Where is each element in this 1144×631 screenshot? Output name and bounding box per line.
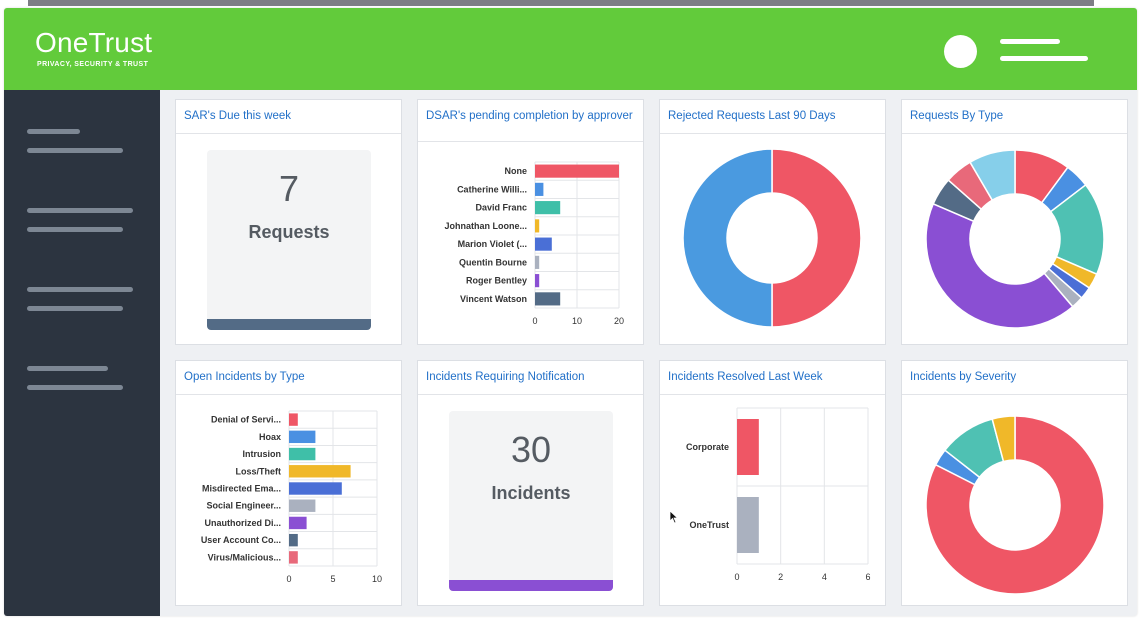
logo[interactable]: OneTrust [35, 27, 153, 58]
slice-6 [925, 202, 1074, 329]
category-label: Hoax [259, 432, 281, 442]
card-incidents-notification[interactable]: Incidents Requiring Notification 30 Inci… [417, 360, 644, 606]
card-title: Incidents Requiring Notification [426, 371, 585, 383]
bar-5 [289, 499, 316, 512]
category-label: Intrusion [243, 449, 282, 459]
metric-box: 30 Incidents [449, 411, 613, 591]
card-incidents-severity[interactable]: Incidents by Severity [901, 360, 1128, 606]
card-title: Requests By Type [910, 110, 1004, 122]
category-label: Denial of Servi... [211, 415, 281, 425]
category-label: Misdirected Ema... [202, 484, 281, 494]
category-label: Social Engineer... [206, 501, 281, 511]
metric-box: 7 Requests [207, 150, 371, 330]
card-sar-due[interactable]: SAR's Due this week 7 Requests [175, 99, 402, 345]
bar-0 [737, 419, 759, 475]
slice-0 [925, 415, 1105, 595]
card-open-incidents[interactable]: Open Incidents by Type 0 5 10 Denial of Ser… [175, 360, 402, 606]
logo-tagline: PRIVACY, SECURITY & TRUST [37, 61, 149, 68]
metric-value: 30 [510, 429, 552, 470]
card-requests-by-type[interactable]: Requests By Type [901, 99, 1128, 345]
card-title: DSAR's pending completion by approver [426, 110, 633, 122]
slice-3 [991, 415, 1016, 463]
user-avatar[interactable] [944, 35, 977, 68]
metric-label: Incidents [491, 483, 571, 503]
card-title: SAR's Due this week [184, 110, 292, 122]
sidebar-item-2[interactable] [24, 205, 134, 235]
bar-6 [535, 274, 540, 288]
incidents-resolved-bar-chart: 0 2 4 6 Corporate OneTrust [686, 407, 871, 582]
x-tick-label: 0 [286, 574, 291, 584]
metric-bar [449, 580, 613, 591]
card-title: Rejected Requests Last 90 Days [668, 110, 836, 122]
app-window: OneTrust PRIVACY, SECURITY & TRUST SAR's… [4, 8, 1137, 616]
category-label: Virus/Malicious... [208, 552, 281, 562]
mouse-cursor-icon [669, 510, 679, 524]
card-title: Incidents Resolved Last Week [668, 371, 823, 383]
open-incidents-bar-chart: 0 5 10 Denial of Servi... Hoax Intrusion Loss/… [201, 410, 382, 584]
slice-1 [682, 148, 773, 328]
sidebar-item-3[interactable] [24, 284, 134, 314]
sidebar-item-4[interactable] [24, 363, 134, 393]
rejected-donut-chart [682, 148, 862, 328]
category-label: David Franc [475, 203, 527, 213]
app-header: OneTrust PRIVACY, SECURITY & TRUST [4, 8, 1137, 90]
category-label: Quentin Bourne [459, 257, 527, 267]
x-tick-label: 10 [572, 316, 582, 326]
metric-label: Requests [248, 222, 330, 242]
x-tick-label: 20 [614, 316, 624, 326]
bar-4 [289, 482, 342, 495]
bar-0 [289, 413, 298, 426]
x-tick-label: 5 [330, 574, 335, 584]
window-top-strip [28, 0, 1094, 6]
bar-3 [535, 219, 540, 233]
bar-7 [289, 533, 298, 547]
bar-7 [535, 292, 561, 306]
bar-2 [289, 447, 316, 461]
dsar-bar-chart: 0 10 20 None Catherine Willi... David Franc Jo… [445, 161, 624, 326]
card-rejected-requests[interactable]: Rejected Requests Last 90 Days [659, 99, 886, 345]
slice-0 [771, 148, 862, 328]
bar-5 [535, 255, 540, 269]
category-label: Marion Violet (... [458, 239, 527, 249]
category-label: Johnathan Loone... [445, 221, 528, 231]
category-label: Unauthorized Di... [205, 518, 282, 528]
bar-4 [535, 237, 552, 251]
card-title: Incidents by Severity [910, 371, 1017, 383]
x-tick-label: 0 [734, 572, 739, 582]
category-label: None [505, 166, 528, 176]
x-tick-label: 2 [778, 572, 783, 582]
x-tick-label: 4 [822, 572, 827, 582]
sidebar [4, 90, 160, 616]
bar-0 [535, 164, 619, 178]
bar-2 [535, 201, 561, 215]
hamburger-menu-icon[interactable] [997, 36, 1089, 66]
incidents-severity-donut-chart [925, 415, 1105, 595]
category-label: User Account Co... [201, 535, 281, 545]
x-tick-label: 6 [865, 572, 870, 582]
slice-9 [969, 149, 1016, 202]
category-label: Loss/Theft [235, 466, 281, 476]
category-label: Corporate [686, 442, 729, 452]
sidebar-item-1[interactable] [24, 126, 134, 156]
metric-bar [207, 319, 371, 330]
card-title: Open Incidents by Type [184, 371, 305, 383]
x-tick-label: 10 [372, 574, 382, 584]
category-label: OneTrust [689, 520, 729, 530]
bar-3 [289, 465, 351, 478]
category-label: Catherine Willi... [457, 184, 527, 194]
category-label: Vincent Watson [460, 294, 527, 304]
x-tick-label: 0 [532, 316, 537, 326]
card-incidents-resolved[interactable]: Incidents Resolved Last Week 0 2 4 6 Corpora… [659, 360, 886, 606]
requests-by-type-donut-chart [925, 149, 1105, 329]
bar-1 [289, 430, 316, 444]
bar-1 [737, 497, 759, 553]
bar-8 [289, 551, 298, 564]
metric-value: 7 [278, 168, 300, 209]
category-label: Roger Bentley [466, 276, 527, 286]
bar-1 [535, 182, 544, 196]
card-dsar-pending[interactable]: DSAR's pending completion by approver 0 1… [417, 99, 644, 345]
bar-6 [289, 516, 307, 530]
